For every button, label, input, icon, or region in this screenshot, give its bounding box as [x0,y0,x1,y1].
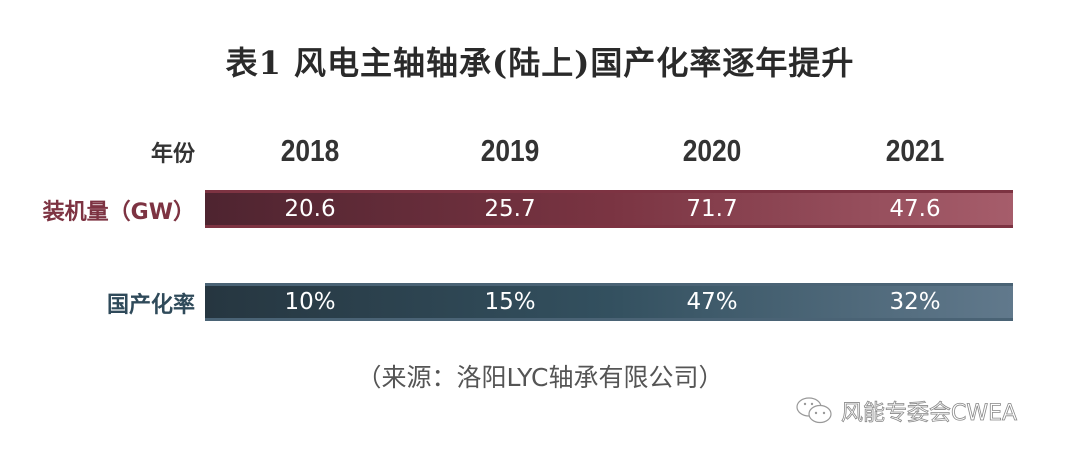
year-header: 2019 [480,133,540,168]
capacity-cell: 20.6 [284,196,336,222]
wechat-icon [796,397,832,424]
capacity-cell: 71.7 [686,196,738,222]
watermark: 风能专委会CWEA [795,395,1017,427]
localization-cell: 10% [284,289,336,315]
header-label: 年份 [150,142,195,167]
capacity-row-bar: 20.6 25.7 71.7 47.6 [205,190,1013,228]
table-title: 表1 风电主轴轴承(陆上)国产化率逐年提升 [225,44,855,82]
source-note: （来源：洛阳LYC轴承有限公司） [356,363,724,392]
year-header: 2021 [885,133,945,168]
watermark-text: 风能专委会CWEA [841,401,1018,427]
capacity-cell: 47.6 [889,196,941,222]
localization-row-bar: 10% 15% 47% 32% [205,283,1013,321]
localization-cell: 32% [889,289,941,315]
localization-cell: 47% [686,289,738,315]
year-header: 2018 [280,133,340,168]
row-label-localization-rate: 国产化率 [106,293,195,318]
row-label-capacity: 装机量（GW） [42,200,195,225]
localization-cell: 15% [484,289,536,315]
year-header: 2020 [682,133,742,168]
capacity-cell: 25.7 [484,196,536,222]
